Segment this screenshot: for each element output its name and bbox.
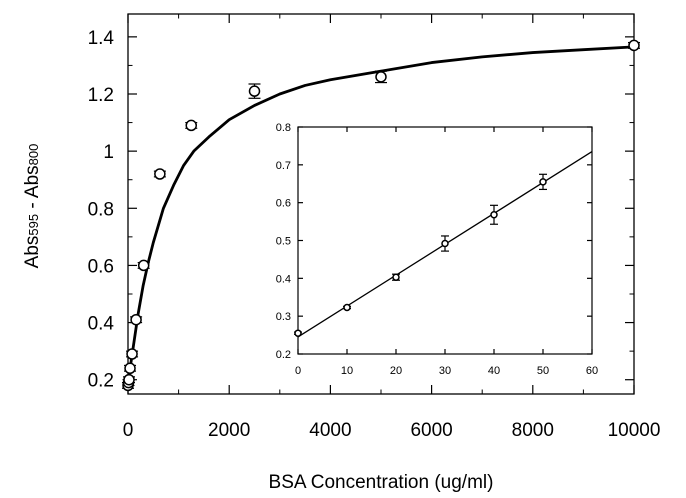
inset-data-points [294,173,547,337]
data-point [130,313,143,326]
point-marker [441,239,449,248]
data-point [248,83,261,99]
x-tick-label: 10000 [608,420,661,441]
data-point [185,119,198,132]
main-fit-curve [126,45,635,386]
point-marker [392,273,400,281]
x-tick-label: 30 [439,365,451,377]
x-tick-label: 60 [586,365,598,377]
y-tick-label: 0.8 [88,199,114,220]
x-tick-label: 0 [295,365,301,377]
x-tick-label: 50 [537,365,549,377]
point-marker [126,348,138,360]
data-point [375,70,387,84]
data-point [539,173,547,191]
y-tick-label: 0.2 [88,371,114,392]
inset-axis-ticks [297,126,593,355]
y-tick-label: 0.6 [88,256,114,277]
y-axis-title-part: Abs [22,236,43,269]
y-tick-label: 1.2 [88,85,114,106]
point-marker [490,211,498,219]
y-axis-title-subscript: 595 [26,214,41,236]
point-marker [154,168,166,180]
data-point [392,273,400,281]
point-marker [248,85,261,97]
y-tick-label: 1 [103,142,114,163]
point-marker [185,119,197,132]
point-marker [343,303,351,312]
data-point [441,235,449,252]
data-point [137,259,150,272]
point-marker [123,373,135,386]
point-marker [294,329,302,337]
point-marker [539,178,547,186]
data-point [153,168,166,180]
y-tick-label: 0.7 [276,160,291,172]
y-tick-label: 0.5 [276,236,291,248]
x-tick-label: 8000 [512,420,554,441]
data-point [628,39,640,52]
fit-line [126,45,635,386]
inset-tick-labels: 0 10 20 30 40 50 60 0.2 0.3 0.4 0.5 0.6 0.7 0.8 [276,122,598,377]
y-tick-label: 0.2 [276,349,291,361]
x-tick-label: 0 [123,420,134,441]
point-marker [130,313,142,326]
main-data-points [122,39,640,392]
y-tick-label: 1.4 [88,28,115,49]
data-point [123,373,136,386]
x-tick-label: 6000 [410,420,452,441]
y-tick-label: 0.8 [276,122,291,134]
x-tick-label: 10 [341,365,353,377]
y-axis-title-subscript: 800 [26,144,41,166]
point-marker [124,362,136,375]
y-axis-title-part: - Abs [22,165,43,214]
data-point [126,348,139,360]
point-marker [628,39,640,52]
y-tick-label: 0.4 [276,273,291,285]
data-point [490,204,498,225]
y-axis-title: Abs595 - Abs800 [22,144,43,269]
x-axis-title: BSA Concentration (ug/ml) [269,472,494,493]
x-tick-label: 40 [488,365,500,377]
point-marker [375,71,387,83]
x-tick-label: 4000 [309,420,351,441]
x-tick-label: 2000 [208,420,250,441]
main-tick-labels: 0 2000 4000 6000 8000 10000 0.2 0.4 0.6 0.8 1 1.2 1.… [88,28,661,441]
data-point [343,303,351,312]
x-tick-label: 20 [390,365,402,377]
y-tick-label: 0.4 [88,314,115,335]
y-tick-label: 0.6 [276,198,291,210]
y-tick-label: 0.3 [276,311,291,323]
point-marker [137,259,150,272]
data-point [294,329,302,337]
data-point [124,362,137,375]
